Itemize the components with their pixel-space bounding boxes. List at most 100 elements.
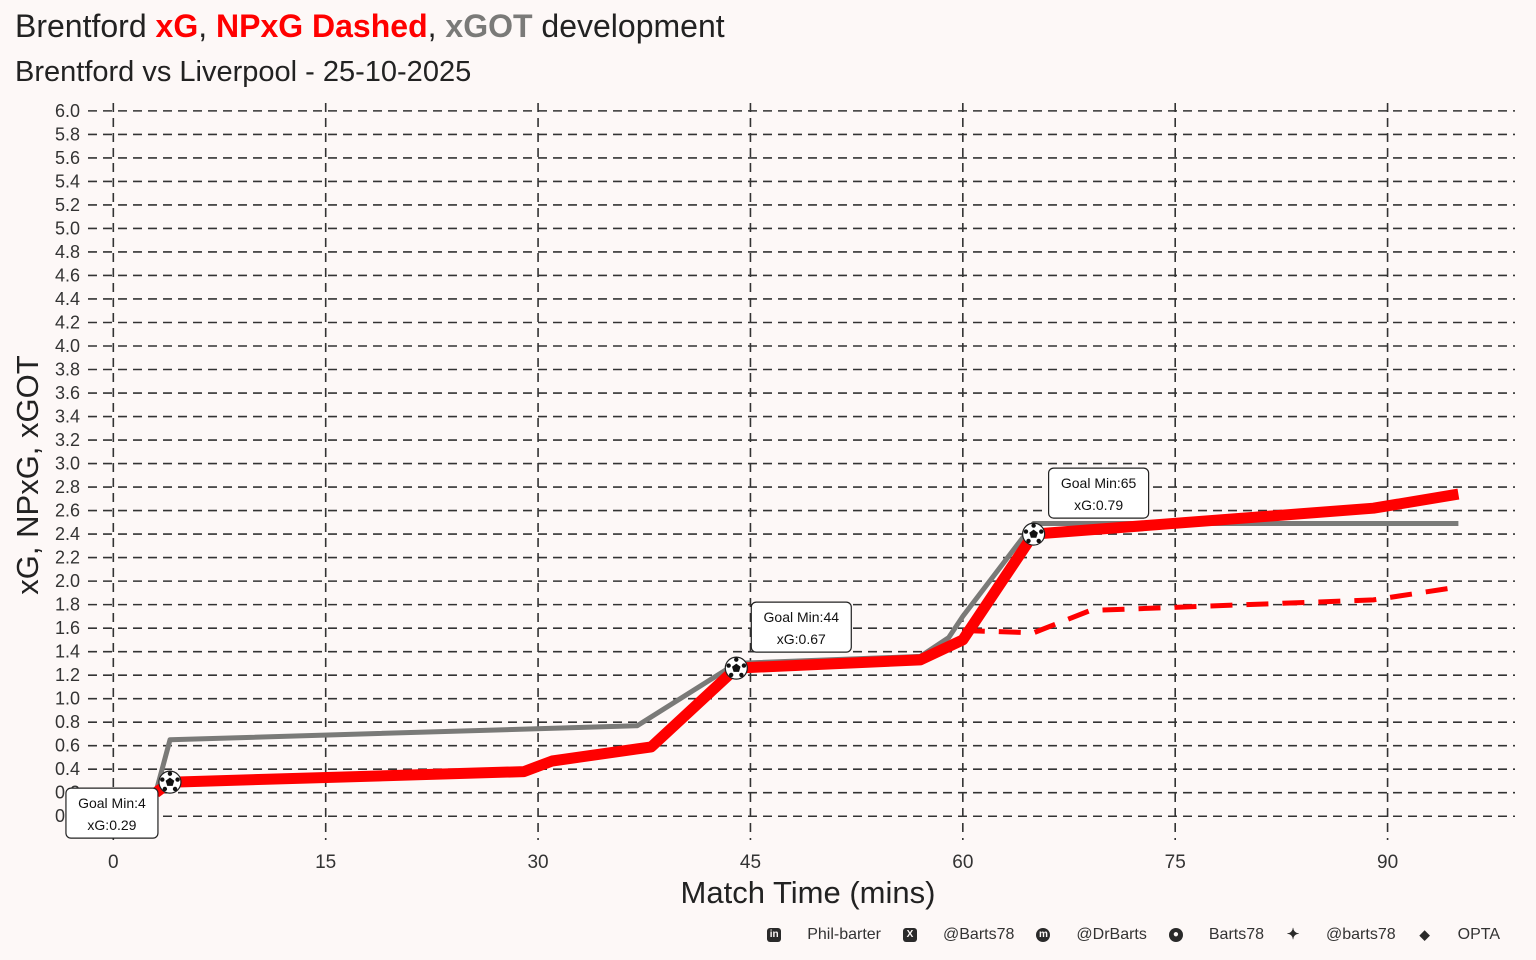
x-tick-label: 75	[1165, 852, 1186, 873]
y-tick-label: 2.6	[55, 501, 80, 521]
bluesky-icon: ✦	[1286, 926, 1300, 943]
y-tick-label: 5.2	[55, 195, 80, 215]
github-handle: Barts78	[1208, 926, 1265, 943]
football-patch	[739, 672, 744, 678]
goal-label-xg: xG:0.29	[87, 817, 136, 833]
football-patch	[741, 663, 747, 668]
x-handle: @Barts78	[943, 926, 1015, 943]
credits-footer: in Phil-barter X @Barts78 m @DrBarts ● Barts…	[745, 924, 1500, 946]
football-patch	[734, 657, 739, 662]
y-tick-label: 2.2	[55, 548, 80, 568]
y-tick-label: 3.2	[55, 430, 80, 450]
x-tick-label: 90	[1377, 852, 1398, 873]
title-suffix: development	[532, 8, 725, 44]
y-tick-label: 5.0	[55, 218, 80, 238]
y-tick-label: 1.4	[55, 642, 80, 662]
x-tick-label: 30	[527, 852, 548, 873]
goal-label-minute: Goal Min:4	[78, 795, 146, 811]
football-patch	[728, 672, 734, 678]
title-xg: xG	[155, 8, 199, 44]
y-tick-label: 4.2	[55, 312, 80, 332]
y-axis-label: xG, NPxG, xGOT	[10, 355, 45, 594]
goal-label-box	[750, 601, 852, 653]
credit-linkedin[interactable]: in Phil-barter	[767, 926, 881, 944]
y-tick-label: 4.4	[55, 289, 80, 309]
y-tick-label: 1.2	[55, 665, 80, 685]
goal-marker: Goal Min:4 xG:0.29	[65, 770, 182, 839]
x-tick-label: 15	[315, 852, 336, 873]
y-tick-label: 3.6	[55, 383, 80, 403]
x-tick-label: 60	[952, 852, 973, 873]
y-tick-label: 3.8	[55, 360, 80, 380]
y-tick-label: 5.6	[55, 148, 80, 168]
y-tick-label: 1.8	[55, 595, 80, 615]
goal-label-minute: Goal Min:65	[1061, 475, 1137, 491]
y-tick-label: 2.4	[55, 524, 80, 544]
credit-bluesky[interactable]: ✦ @barts78	[1286, 926, 1396, 944]
football-patch	[1026, 538, 1031, 544]
football-patch	[1023, 529, 1029, 534]
x-icon: X	[903, 928, 918, 942]
football-patch	[726, 663, 731, 668]
credit-x[interactable]: X @Barts78	[903, 926, 1014, 944]
credit-github[interactable]: ● Barts78	[1168, 926, 1265, 944]
football-pentagon	[165, 777, 175, 786]
title-prefix: Brentford	[15, 8, 156, 44]
x-tick-label: 0	[108, 852, 119, 873]
credit-source: ◆ OPTA	[1418, 926, 1500, 944]
chart-subtitle: Brentford vs Liverpool - 25-10-2025	[15, 56, 472, 88]
y-tick-label: 4.6	[55, 265, 80, 285]
football-patch	[175, 777, 180, 782]
football-pentagon	[1029, 529, 1038, 538]
football-patch	[172, 786, 178, 792]
y-tick-label: 0.8	[55, 712, 80, 732]
football-pentagon	[731, 663, 741, 672]
bluesky-handle: @barts78	[1326, 926, 1396, 943]
goal-label-xg: xG:0.79	[1074, 497, 1123, 513]
y-tick-label: 3.0	[55, 454, 80, 474]
xg-chart: 0.00.20.40.60.81.01.21.41.61.82.02.22.42…	[10, 101, 1515, 910]
chart-title: Brentford xG, NPxG Dashed, xGOT developm…	[15, 8, 725, 45]
goal-label-minute: Goal Min:44	[764, 609, 840, 625]
linkedin-handle: Phil-barter	[807, 926, 882, 943]
source-label: OPTA	[1457, 926, 1500, 943]
title-npxg: NPxG Dashed	[215, 8, 428, 44]
title-sep1: ,	[198, 8, 216, 44]
y-tick-label: 0.6	[55, 736, 80, 756]
mastodon-icon: m	[1036, 928, 1051, 942]
football-patch	[1039, 529, 1044, 534]
linkedin-icon: in	[767, 928, 782, 942]
title-xgot: xGOT	[445, 8, 533, 44]
xgot-line	[153, 521, 1459, 794]
football-patch	[162, 786, 168, 792]
y-tick-label: 1.6	[55, 618, 80, 638]
goal-label-xg: xG:0.67	[777, 631, 826, 647]
github-icon: ●	[1168, 928, 1183, 942]
y-tick-label: 3.4	[55, 407, 80, 427]
y-tick-label: 0.4	[55, 759, 80, 779]
goal-label-box	[65, 787, 159, 839]
credit-mastodon[interactable]: m @DrBarts	[1036, 926, 1147, 944]
football-patch	[160, 777, 165, 782]
dropbox-icon: ◆	[1419, 927, 1430, 942]
y-tick-label: 5.4	[55, 171, 80, 191]
y-tick-label: 4.8	[55, 242, 80, 262]
y-tick-label: 1.0	[55, 689, 80, 709]
y-tick-label: 6.0	[55, 101, 80, 121]
football-patch	[167, 771, 173, 776]
x-tick-label: 45	[740, 852, 761, 873]
grid	[88, 103, 1515, 840]
football-patch	[1036, 538, 1041, 544]
goal-label-box	[1048, 467, 1150, 519]
npxg-line	[962, 584, 1459, 636]
y-tick-label: 2.8	[55, 477, 80, 497]
title-sep2: ,	[427, 8, 446, 44]
x-axis-label: Match Time (mins)	[681, 875, 936, 910]
goal-marker: Goal Min:44 xG:0.67	[724, 601, 852, 680]
y-tick-label: 2.0	[55, 571, 80, 591]
y-tick-label: 4.0	[55, 336, 80, 356]
y-tick-label: 5.8	[55, 124, 80, 144]
mastodon-handle: @DrBarts	[1076, 926, 1147, 943]
football-patch	[1031, 523, 1036, 528]
